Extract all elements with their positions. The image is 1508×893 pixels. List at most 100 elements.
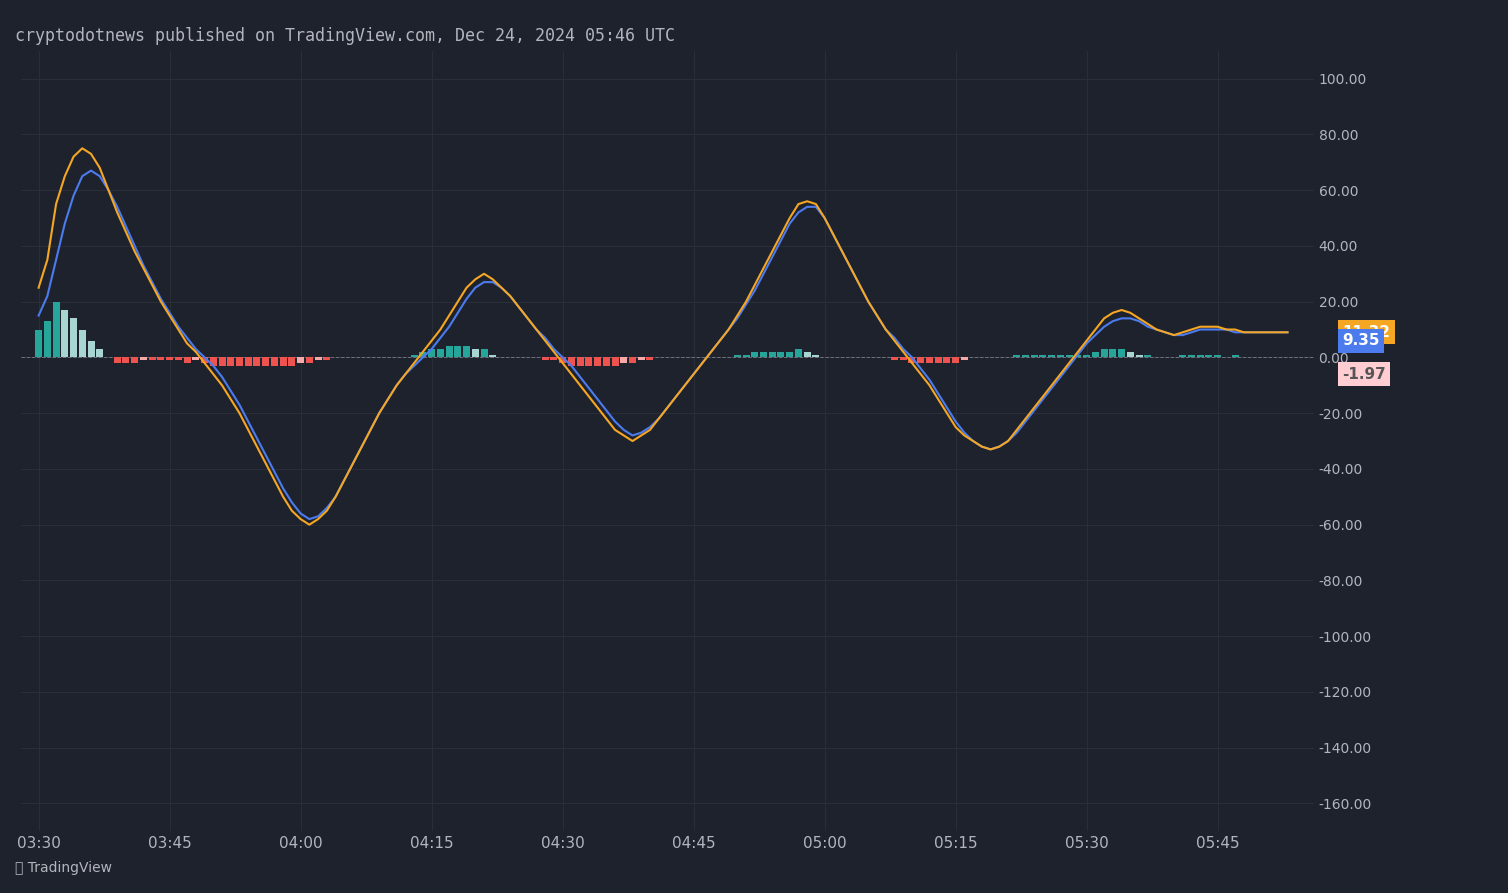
Bar	[419, 352, 427, 357]
Bar	[184, 357, 190, 363]
Bar	[1145, 355, 1151, 357]
Bar	[140, 357, 146, 360]
Bar	[149, 357, 155, 360]
Bar	[1126, 352, 1134, 357]
Bar	[769, 352, 775, 357]
Bar	[1110, 349, 1116, 357]
Bar	[288, 357, 296, 366]
Text: cryptodotnews published on TradingView.com, Dec 24, 2024 05:46 UTC: cryptodotnews published on TradingView.c…	[15, 27, 676, 45]
Bar	[751, 352, 759, 357]
Bar	[786, 352, 793, 357]
Bar	[742, 355, 749, 357]
Bar	[193, 357, 199, 360]
Bar	[908, 357, 915, 363]
Text: 🔺 TradingView: 🔺 TradingView	[15, 861, 112, 875]
Bar	[1117, 349, 1125, 357]
Bar	[410, 355, 418, 357]
Bar	[1013, 355, 1021, 357]
Bar	[437, 349, 443, 357]
Bar	[1092, 352, 1099, 357]
Bar	[69, 319, 77, 357]
Bar	[1232, 355, 1238, 357]
Bar	[585, 357, 593, 366]
Bar	[1057, 355, 1065, 357]
Bar	[44, 321, 51, 357]
Bar	[1066, 355, 1072, 357]
Bar	[489, 355, 496, 357]
Bar	[1214, 355, 1221, 357]
Bar	[262, 357, 270, 366]
Text: 9.35: 9.35	[1342, 333, 1380, 348]
Bar	[926, 357, 933, 363]
Bar	[804, 352, 811, 357]
Bar	[734, 355, 740, 357]
Bar	[778, 352, 784, 357]
Bar	[210, 357, 217, 366]
Bar	[445, 346, 452, 357]
Bar	[122, 357, 130, 363]
Bar	[235, 357, 243, 366]
Bar	[900, 357, 906, 360]
Bar	[935, 357, 941, 363]
Bar	[1083, 355, 1090, 357]
Bar	[1205, 355, 1212, 357]
Bar	[315, 357, 321, 360]
Text: 11.32: 11.32	[1342, 325, 1390, 340]
Bar	[428, 349, 436, 357]
Bar	[891, 357, 897, 360]
Bar	[559, 357, 566, 363]
Bar	[62, 310, 68, 357]
Bar	[454, 346, 461, 357]
Bar	[78, 330, 86, 357]
Bar	[271, 357, 277, 366]
Bar	[1031, 355, 1038, 357]
Bar	[1074, 355, 1081, 357]
Bar	[813, 355, 819, 357]
Bar	[228, 357, 234, 366]
Bar	[1101, 349, 1107, 357]
Bar	[1188, 355, 1194, 357]
Bar	[961, 357, 968, 360]
Bar	[166, 357, 173, 360]
Bar	[594, 357, 602, 366]
Bar	[35, 330, 42, 357]
Bar	[603, 357, 609, 366]
Bar	[569, 357, 575, 366]
Bar	[612, 357, 618, 366]
Bar	[760, 352, 768, 357]
Bar	[463, 346, 470, 357]
Bar	[1022, 355, 1028, 357]
Bar	[157, 357, 164, 360]
Bar	[620, 357, 627, 363]
Bar	[1179, 355, 1187, 357]
Bar	[175, 357, 182, 360]
Bar	[297, 357, 305, 363]
Bar	[795, 349, 802, 357]
Bar	[131, 357, 139, 363]
Bar	[53, 302, 60, 357]
Bar	[323, 357, 330, 360]
Bar	[481, 349, 487, 357]
Bar	[87, 340, 95, 357]
Bar	[472, 349, 478, 357]
Bar	[113, 357, 121, 363]
Bar	[638, 357, 645, 360]
Bar	[219, 357, 226, 366]
Bar	[629, 357, 636, 363]
Bar	[576, 357, 584, 366]
Bar	[201, 357, 208, 363]
Bar	[1197, 355, 1203, 357]
Bar	[244, 357, 252, 366]
Bar	[306, 357, 312, 363]
Bar	[97, 349, 103, 357]
Bar	[1048, 355, 1056, 357]
Bar	[1039, 355, 1047, 357]
Bar	[541, 357, 549, 360]
Bar	[917, 357, 924, 363]
Bar	[1136, 355, 1143, 357]
Bar	[944, 357, 950, 363]
Bar	[253, 357, 261, 366]
Bar	[647, 357, 653, 360]
Bar	[952, 357, 959, 363]
Bar	[550, 357, 558, 360]
